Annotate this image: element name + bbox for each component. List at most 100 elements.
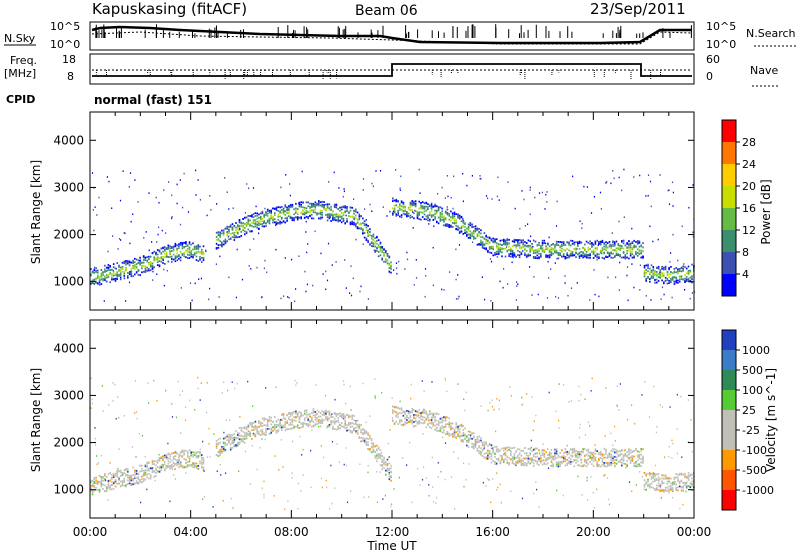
echo-cell-0-2 [434,205,436,208]
echo-cell-1-1 [319,419,322,422]
echo-cell-0-3 [678,275,681,278]
echo-cell-1-1 [376,448,378,451]
echo-cell-0-2 [451,212,454,215]
echo-cell-1-1 [328,424,331,426]
freq-tick-bottom: 8 [67,70,74,83]
scatter-cell-0 [294,300,296,303]
echo-cell-1-1 [254,424,257,427]
echo-cell-1-1 [284,423,287,426]
scatter-cell-0 [683,263,685,265]
echo-cell-1-0 [95,481,97,484]
scatter-cell-0 [355,238,357,241]
echo-cell-0-2 [587,246,590,249]
echo-cell-1-2 [633,450,635,452]
echo-cell-0-2 [578,242,581,244]
scatter-cell-0 [665,277,667,279]
echo-cell-0-2 [522,246,524,248]
echo-cell-1-1 [215,445,218,448]
echo-cell-0-2 [592,249,595,252]
echo-cell-1-0 [192,462,194,465]
echo-cell-0-0 [178,254,180,256]
echo-cell-0-2 [501,244,503,246]
echo-cell-0-0 [160,247,163,250]
echo-cell-0-1 [228,226,230,228]
echo-cell-0-2 [469,235,472,237]
echo-cell-0-2 [487,251,489,253]
echo-cell-0-1 [311,205,313,207]
echo-cell-0-1 [383,248,385,251]
echo-cell-0-3 [652,268,655,271]
scatter-cell-0 [594,240,596,243]
echo-cell-0-2 [608,241,611,243]
echo-cell-1-0 [139,470,141,473]
echo-cell-0-3 [677,269,679,272]
scatter-cell-0 [450,196,452,199]
echo-cell-1-1 [323,411,325,414]
echo-cell-1-2 [485,443,487,446]
echo-cell-0-1 [307,201,309,204]
echo-cell-0-0 [134,264,136,267]
echo-cell-1-1 [259,424,262,426]
echo-cell-0-2 [601,249,604,251]
echo-cell-1-2 [566,464,568,466]
echo-cell-0-1 [321,210,324,213]
echo-cell-1-1 [249,434,251,437]
echo-cell-1-2 [614,461,616,464]
echo-cell-1-2 [392,412,394,415]
echo-cell-0-1 [358,213,361,216]
echo-cell-0-1 [355,210,357,213]
echo-cell-0-2 [510,255,512,258]
echo-cell-0-2 [573,248,576,251]
echo-cell-0-2 [508,238,510,241]
echo-cell-0-2 [529,248,531,251]
echo-cell-1-1 [238,435,241,437]
echo-cell-0-0 [121,266,124,268]
echo-cell-1-0 [123,479,126,482]
echo-cell-0-1 [298,205,301,208]
echo-cell-0-2 [594,241,597,244]
echo-cell-0-2 [587,254,590,257]
echo-cell-1-2 [592,452,595,454]
echo-cell-0-1 [355,217,357,220]
echo-cell-0-2 [599,242,602,245]
echo-cell-1-2 [430,416,433,419]
colorbar-swatch-0-7 [722,274,736,297]
echo-cell-0-0 [121,267,124,270]
echo-cell-0-0 [188,246,191,249]
echo-cell-0-2 [399,205,401,207]
echo-cell-0-3 [675,281,677,284]
echo-cell-0-1 [279,215,281,218]
echo-cell-0-1 [235,235,237,238]
echo-cell-0-2 [520,251,523,254]
echo-cell-1-3 [643,485,646,488]
scatter-cell-0 [605,182,607,184]
echo-cell-0-2 [460,225,463,228]
echo-cell-0-2 [485,242,487,245]
echo-cell-1-1 [266,423,269,426]
echo-cell-1-1 [235,437,237,439]
scatter-cell-0 [443,289,445,291]
scatter-cell-0 [343,188,345,190]
echo-cell-0-2 [601,247,604,249]
echo-cell-0-2 [427,203,429,206]
echo-cell-1-3 [643,484,646,486]
scatter-cell-0 [163,189,165,191]
echo-cell-0-2 [458,230,461,233]
echo-cell-0-3 [666,277,669,280]
echo-cell-1-2 [414,417,417,420]
echo-cell-1-1 [363,438,366,440]
scatter-cell-0 [611,232,613,234]
echo-cell-1-1 [217,451,220,453]
scatter-cell-0 [479,175,481,177]
echo-cell-0-3 [661,275,663,277]
echo-cell-0-2 [471,231,473,234]
echo-cell-0-0 [172,246,175,249]
echo-cell-0-2 [559,245,561,248]
echo-cell-1-0 [202,460,205,463]
echo-cell-1-0 [171,452,173,455]
echo-cell-0-2 [497,250,500,253]
echo-cell-1-0 [111,488,113,491]
echo-cell-0-1 [279,211,281,214]
echo-cell-1-2 [596,462,598,465]
